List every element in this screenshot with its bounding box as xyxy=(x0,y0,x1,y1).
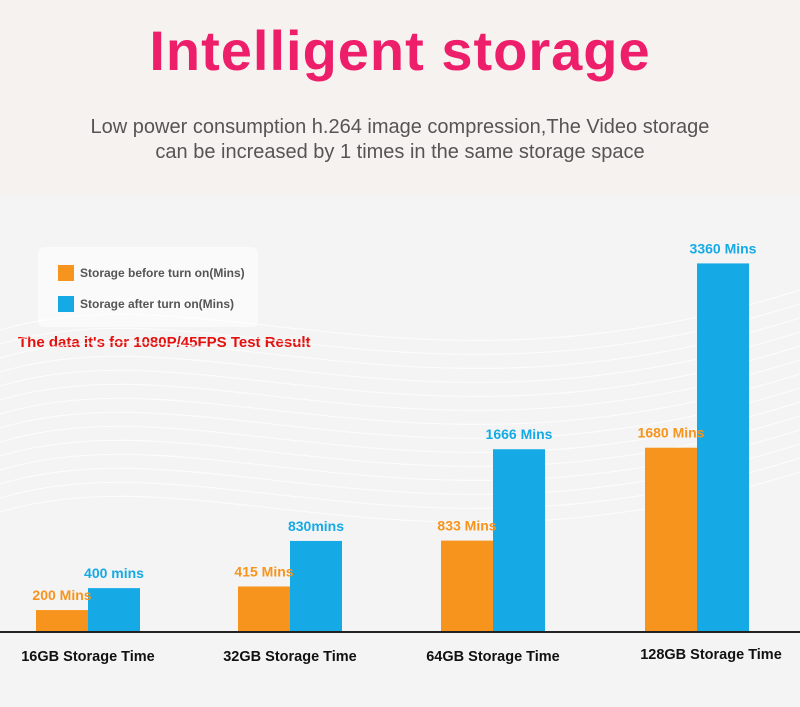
bar-before-4 xyxy=(645,447,697,632)
legend-box xyxy=(38,247,258,327)
bar-after-2 xyxy=(290,540,342,632)
decorative-wave xyxy=(0,345,800,397)
bar-before-2 xyxy=(238,586,290,632)
header-band: Intelligent storage Low power consumptio… xyxy=(0,0,800,195)
subtitle-line-2: can be increased by 1 times in the same … xyxy=(155,141,645,163)
decorative-wave xyxy=(0,331,800,383)
data-label-after-2: 830mins xyxy=(288,518,344,534)
decorative-wave xyxy=(0,373,800,425)
bars-group xyxy=(36,263,749,632)
test-note: The data it's for 1080P/45FPS Test Resul… xyxy=(18,334,311,351)
legend-item-after: Storage after turn on(Mins) xyxy=(58,296,234,312)
data-label-after-3: 1666 Mins xyxy=(486,426,553,442)
bar-after-1 xyxy=(88,588,140,632)
legend-label-after: Storage after turn on(Mins) xyxy=(80,297,235,311)
decorative-wave xyxy=(0,387,800,439)
decorative-wave xyxy=(0,401,800,453)
decorative-wave xyxy=(0,289,800,341)
category-label-4: 128GB Storage Time xyxy=(640,647,782,663)
legend-label-before: Storage before turn on(Mins) xyxy=(80,266,245,280)
data-label-after-4: 3360 Mins xyxy=(690,240,757,256)
category-label-3: 64GB Storage Time xyxy=(426,649,560,665)
page-subtitle: Low power consumption h.264 image compre… xyxy=(0,115,800,165)
legend-swatch-before xyxy=(58,265,74,281)
subtitle-line-1: Low power consumption h.264 image compre… xyxy=(90,116,710,138)
bar-before-1 xyxy=(36,610,88,632)
data-label-before-4: 1680 Mins xyxy=(638,425,705,441)
decorative-wave xyxy=(0,303,800,355)
bar-before-3 xyxy=(441,540,493,632)
bar-after-4 xyxy=(697,263,749,632)
legend-item-before: Storage before turn on(Mins) xyxy=(58,265,245,281)
data-label-before-3: 833 Mins xyxy=(437,518,496,534)
labels-group: 200 Mins 415 Mins 833 Mins 1680 Mins 400 min… xyxy=(21,240,782,665)
data-label-before-1: 200 Mins xyxy=(32,587,91,603)
decorative-wave xyxy=(0,359,800,411)
page-title: Intelligent storage xyxy=(149,19,651,82)
bar-after-3 xyxy=(493,449,545,632)
decorative-wave xyxy=(0,317,800,369)
data-label-before-2: 415 Mins xyxy=(234,563,293,579)
data-label-after-1: 400 mins xyxy=(84,565,144,581)
legend-swatch-after xyxy=(58,296,74,312)
category-label-1: 16GB Storage Time xyxy=(21,649,155,665)
category-label-2: 32GB Storage Time xyxy=(223,649,357,665)
